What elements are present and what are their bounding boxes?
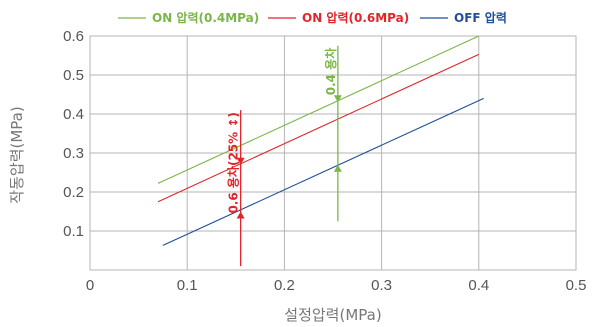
legend-label-3: OFF 압력 <box>454 11 507 25</box>
arrow-down-2 <box>333 95 342 103</box>
x-axis-title: 설정압력(MPa) <box>284 306 381 324</box>
x-tick-label: 0.4 <box>468 277 489 294</box>
x-tick-label: 0.5 <box>566 277 587 294</box>
x-tick-label: 0 <box>86 277 94 294</box>
y-tick-label: 0.6 <box>63 28 84 45</box>
y-axis-title: 작동압력(MPa) <box>8 106 26 203</box>
y-tick-label: 0.3 <box>63 145 84 162</box>
annotation-label-2: 0.4 용차 <box>323 48 338 96</box>
grid <box>89 35 577 271</box>
y-tick-label: 0.2 <box>63 184 84 201</box>
x-tick-label: 0.2 <box>274 277 295 294</box>
arrow-up-1 <box>236 211 245 219</box>
legend: ON 압력(0.4MPa) ON 압력(0.6MPa) OFF 압력 <box>118 11 507 25</box>
arrow-up-2 <box>333 164 342 172</box>
arrow-down-1 <box>236 157 245 165</box>
series-line-1 <box>157 35 480 184</box>
y-tick-label: 0.5 <box>63 67 84 84</box>
annotations: 0.6 용차(25% ↕) 0.4 용차 <box>226 45 342 267</box>
series-line-2 <box>157 53 480 203</box>
y-tick-label: 0.4 <box>63 106 84 123</box>
series-line-3 <box>162 97 484 246</box>
x-tick-label: 0.1 <box>177 277 198 294</box>
y-tick-label: 0.1 <box>63 223 84 240</box>
tick-labels: 0 0.1 0.2 0.3 0.4 0.5 0.1 0.2 0.3 0.4 0.5 0.6 <box>63 28 586 294</box>
x-tick-label: 0.3 <box>371 277 392 294</box>
legend-label-1: ON 압력(0.4MPa) <box>152 11 259 25</box>
series-lines <box>157 35 484 246</box>
annotation-label-1: 0.6 용차(25% ↕) <box>226 112 241 213</box>
legend-label-2: ON 압력(0.6MPa) <box>302 11 409 25</box>
